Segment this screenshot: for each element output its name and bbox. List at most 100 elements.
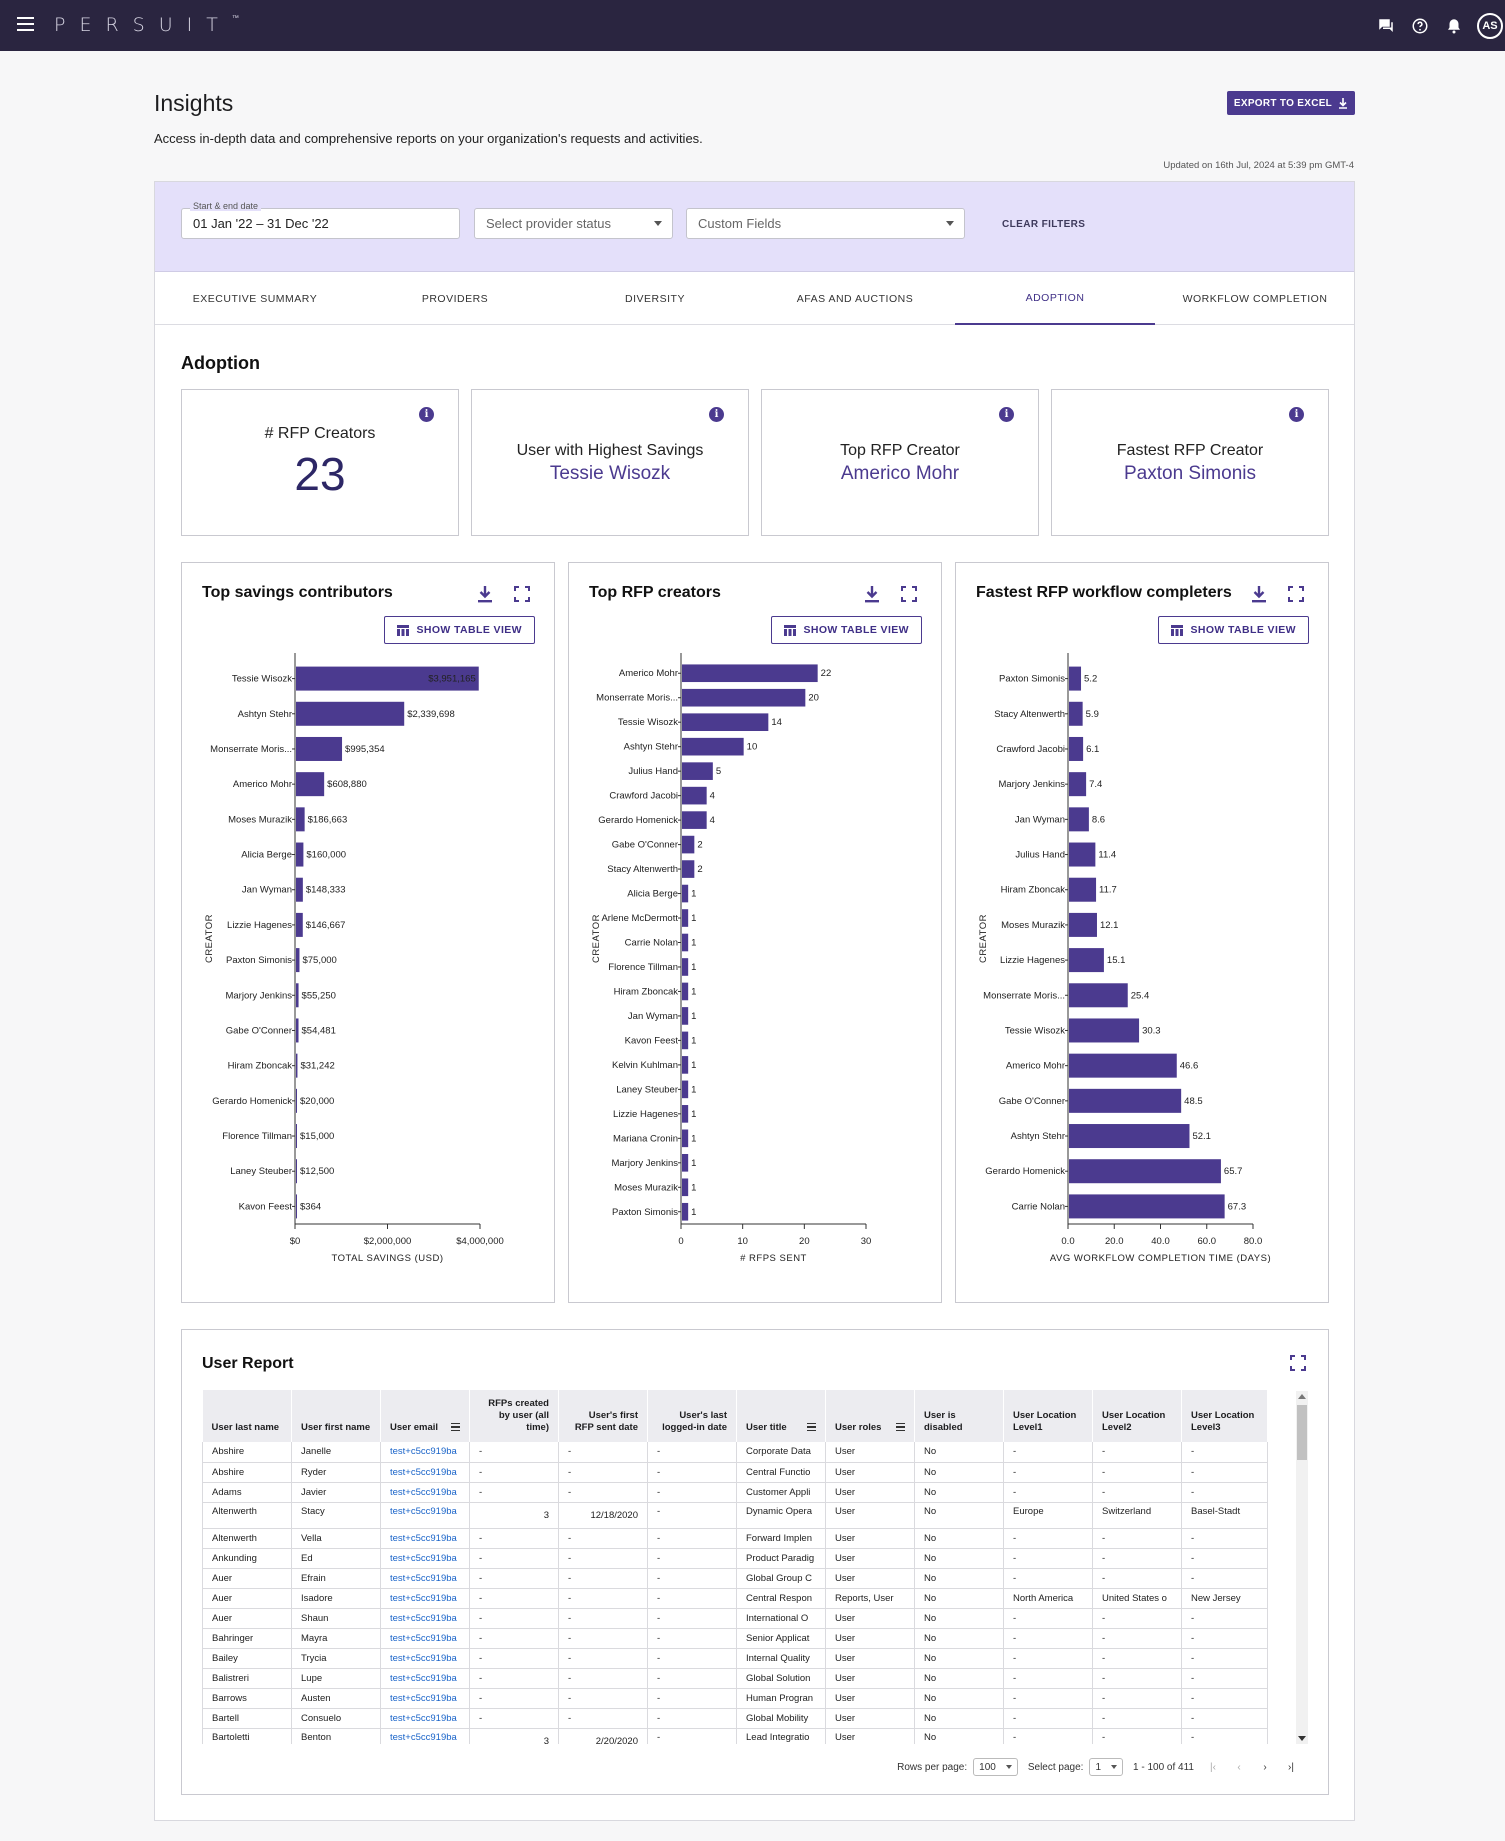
persuit-logo[interactable]: PERSUIT™ [54, 14, 239, 36]
provider-status-select[interactable]: Select provider status [474, 208, 673, 239]
show-table-view-button[interactable]: SHOW TABLE VIEW [384, 616, 535, 644]
column-header[interactable]: User Location Level3 [1181, 1390, 1268, 1442]
rows-per-page-select[interactable]: 100 [973, 1758, 1018, 1776]
table-row[interactable]: Balistreri Lupe test+c5cc919ba - - - Global So… [202, 1668, 1268, 1689]
column-header[interactable]: User last name [202, 1390, 292, 1442]
table-cell: Ed [291, 1548, 381, 1569]
tab-workflow-completion[interactable]: WORKFLOW COMPLETION [1182, 293, 1328, 305]
table-row[interactable]: Auer Shaun test+c5cc919ba - - - International … [202, 1608, 1268, 1629]
column-header[interactable]: User is disabled [914, 1390, 1004, 1442]
last-page-icon[interactable]: ›| [1288, 1761, 1294, 1773]
notification-bell-icon[interactable] [1437, 0, 1471, 51]
tab-executive-summary[interactable]: EXECUTIVE SUMMARY [192, 293, 318, 305]
column-menu-icon[interactable] [896, 1422, 905, 1434]
fullscreen-icon[interactable] [1286, 584, 1306, 604]
tab-providers[interactable]: PROVIDERS [421, 293, 489, 305]
table-row[interactable]: Bartoletti Benton test+c5cc919ba 3 2/20/2020… [202, 1728, 1268, 1744]
table-row[interactable]: Bartell Consuelo test+c5cc919ba - - - Global M… [202, 1708, 1268, 1729]
show-table-view-button[interactable]: SHOW TABLE VIEW [1158, 616, 1309, 644]
info-icon[interactable]: i [709, 407, 724, 422]
export-to-excel-button[interactable]: EXPORT TO EXCEL [1227, 91, 1355, 115]
table-cell: Corporate Data [736, 1442, 826, 1463]
table-row[interactable]: Barrows Austen test+c5cc919ba - - - Human Prog… [202, 1688, 1268, 1709]
user-report-title: User Report [202, 1355, 294, 1372]
bar [682, 1153, 689, 1172]
clear-filters-button[interactable]: CLEAR FILTERS [1002, 219, 1086, 230]
column-header[interactable]: User email [380, 1390, 470, 1442]
tab-adoption[interactable]: ADOPTION [955, 273, 1155, 325]
email-link[interactable]: test+c5cc919ba [380, 1648, 470, 1669]
table-cell: - [1092, 1668, 1182, 1689]
table-row[interactable]: Ankunding Ed test+c5cc919ba - - - Product Para… [202, 1548, 1268, 1569]
user-avatar[interactable]: AS [1477, 12, 1503, 39]
scroll-down-icon[interactable] [1298, 1736, 1306, 1741]
table-cell: Auer [202, 1588, 292, 1609]
info-icon[interactable]: i [419, 407, 434, 422]
column-menu-icon[interactable] [451, 1422, 460, 1434]
table-row[interactable]: Altenwerth Vella test+c5cc919ba - - - Forward … [202, 1528, 1268, 1549]
email-link[interactable]: test+c5cc919ba [380, 1548, 470, 1569]
scroll-up-icon[interactable] [1298, 1394, 1306, 1399]
column-header[interactable]: User title [736, 1390, 826, 1442]
date-range-field[interactable]: Start & end date 01 Jan '22 – 31 Dec '22 [181, 201, 460, 239]
column-header[interactable]: User roles [825, 1390, 915, 1442]
email-link[interactable]: test+c5cc919ba [380, 1688, 470, 1709]
column-header[interactable]: User Location Level2 [1092, 1390, 1182, 1442]
column-header[interactable]: User Location Level1 [1003, 1390, 1093, 1442]
email-link[interactable]: test+c5cc919ba [380, 1462, 470, 1483]
column-header[interactable]: User's first RFP sent date [558, 1390, 648, 1442]
download-icon[interactable] [475, 584, 495, 604]
show-table-view-button[interactable]: SHOW TABLE VIEW [771, 616, 922, 644]
table-row[interactable]: Adams Javier test+c5cc919ba - - - Customer App… [202, 1482, 1268, 1503]
email-link[interactable]: test+c5cc919ba [380, 1528, 470, 1549]
email-link[interactable]: test+c5cc919ba [380, 1482, 470, 1503]
table-cell: No [914, 1628, 1004, 1649]
info-icon[interactable]: i [999, 407, 1014, 422]
category-label: Gerardo Homenick [985, 1166, 1065, 1177]
email-link[interactable]: test+c5cc919ba [380, 1708, 470, 1729]
email-link[interactable]: test+c5cc919ba [380, 1568, 470, 1589]
email-link[interactable]: test+c5cc919ba [380, 1628, 470, 1649]
x-axis-title: AVG WORKFLOW COMPLETION TIME (DAYS) [1050, 1253, 1271, 1264]
table-cell: - [1092, 1568, 1182, 1589]
column-header[interactable]: RFPs created by user (all time) [469, 1390, 559, 1442]
download-icon[interactable] [862, 584, 882, 604]
scrollbar-thumb[interactable] [1297, 1405, 1307, 1460]
first-page-icon[interactable]: |‹ [1210, 1761, 1216, 1773]
info-icon[interactable]: i [1289, 407, 1304, 422]
table-scrollbar[interactable] [1296, 1391, 1308, 1744]
table-row[interactable]: Auer Efrain test+c5cc919ba - - - Global Group … [202, 1568, 1268, 1589]
tab-diversity[interactable]: DIVERSITY [625, 293, 685, 305]
select-page-select[interactable]: 1 [1089, 1758, 1124, 1776]
next-page-icon[interactable]: › [1263, 1761, 1267, 1773]
fullscreen-icon[interactable] [899, 584, 919, 604]
email-link[interactable]: test+c5cc919ba [380, 1442, 470, 1463]
tab-afas-and-auctions[interactable]: AFAS AND AUCTIONS [796, 293, 914, 305]
email-link[interactable]: test+c5cc919ba [380, 1608, 470, 1629]
table-row[interactable]: Bahringer Mayra test+c5cc919ba - - - Senior Ap… [202, 1628, 1268, 1649]
custom-fields-select[interactable]: Custom Fields [686, 208, 965, 239]
table-row[interactable]: Bailey Trycia test+c5cc919ba - - - Internal Qu… [202, 1648, 1268, 1669]
email-link[interactable]: test+c5cc919ba [380, 1728, 470, 1744]
column-header[interactable]: User first name [291, 1390, 381, 1442]
chat-icon[interactable] [1369, 0, 1403, 51]
table-row[interactable]: Auer Isadore test+c5cc919ba - - - Central Resp… [202, 1588, 1268, 1609]
fullscreen-icon[interactable] [1290, 1355, 1306, 1376]
table-cell: Lead Integratio [736, 1728, 826, 1744]
email-link[interactable]: test+c5cc919ba [380, 1668, 470, 1689]
table-row[interactable]: Abshire Ryder test+c5cc919ba - - - Central Fun… [202, 1462, 1268, 1483]
menu-icon[interactable] [17, 17, 34, 31]
table-cell: United States o [1092, 1588, 1182, 1609]
table-row[interactable]: Altenwerth Stacy test+c5cc919ba 3 12/18/2020… [202, 1502, 1268, 1529]
column-header[interactable]: User's last logged-in date [647, 1390, 737, 1442]
prev-page-icon[interactable]: ‹ [1237, 1761, 1241, 1773]
help-icon[interactable] [1403, 0, 1437, 51]
table-cell: - [647, 1588, 737, 1609]
email-link[interactable]: test+c5cc919ba [380, 1502, 470, 1529]
table-cell: - [647, 1668, 737, 1689]
column-menu-icon[interactable] [807, 1422, 816, 1434]
email-link[interactable]: test+c5cc919ba [380, 1588, 470, 1609]
download-icon[interactable] [1249, 584, 1269, 604]
table-row[interactable]: Abshire Janelle test+c5cc919ba - - - Corporate… [202, 1442, 1268, 1463]
fullscreen-icon[interactable] [512, 584, 532, 604]
